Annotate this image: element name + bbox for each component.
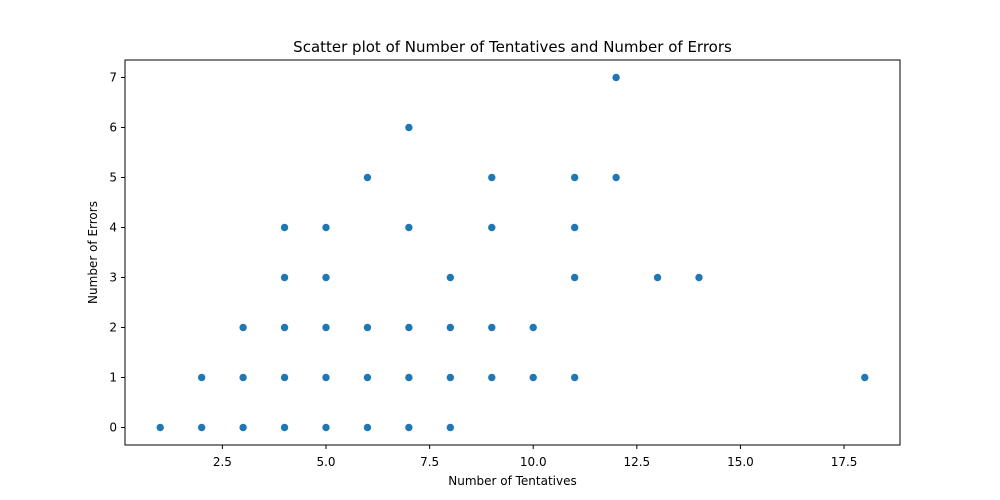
scatter-point — [487, 373, 497, 382]
scatter-point — [570, 273, 579, 282]
scatter-point — [363, 173, 372, 182]
scatter-point — [404, 373, 414, 382]
scatter-point — [446, 273, 455, 282]
chart-title: Scatter plot of Number of Tentatives and… — [293, 38, 732, 56]
scatter-point — [570, 373, 579, 382]
y-tick-label: 1 — [109, 371, 117, 385]
scatter-point — [155, 423, 165, 432]
scatter-point — [321, 323, 331, 332]
x-tick-label: 12.5 — [623, 455, 650, 469]
x-tick-label: 5.0 — [316, 455, 335, 469]
scatter-point — [238, 323, 248, 332]
scatter-point — [570, 173, 579, 182]
y-tick-label: 0 — [109, 421, 117, 435]
scatter-point — [404, 223, 414, 232]
scatter-point — [321, 223, 331, 232]
y-tick-label: 3 — [109, 271, 117, 285]
scatter-point — [280, 323, 289, 332]
scatter-point — [487, 223, 497, 232]
y-axis-label: Number of Errors — [86, 201, 100, 304]
scatter-point — [860, 373, 870, 382]
scatter-point — [611, 73, 621, 82]
x-tick-label: 2.5 — [213, 455, 232, 469]
scatter-point — [487, 173, 497, 182]
plot-area-frame — [124, 59, 901, 446]
scatter-point — [363, 323, 372, 332]
scatter-point — [197, 373, 206, 382]
y-tick-label: 2 — [109, 321, 117, 335]
scatter-point — [197, 423, 206, 432]
x-axis-label: Number of Tentatives — [448, 474, 577, 488]
data-points — [155, 73, 870, 432]
scatter-point — [611, 173, 621, 182]
scatter-point — [528, 323, 538, 332]
scatter-point — [321, 373, 331, 382]
y-axis-ticks: 0 1 2 3 4 5 6 7 — [109, 71, 125, 435]
x-tick-label: 10.0 — [520, 455, 547, 469]
scatter-point — [363, 373, 372, 382]
scatter-point — [280, 373, 289, 382]
y-tick-label: 6 — [109, 121, 117, 135]
scatter-point — [446, 373, 455, 382]
y-tick-label: 4 — [109, 221, 117, 235]
scatter-point — [404, 123, 414, 132]
scatter-point — [653, 273, 662, 282]
scatter-point — [446, 323, 455, 332]
scatter-point — [570, 223, 579, 232]
y-tick-label: 7 — [109, 71, 117, 85]
scatter-point — [280, 423, 289, 432]
scatter-point — [404, 423, 414, 432]
scatter-point — [363, 423, 372, 432]
x-tick-label: 17.5 — [831, 455, 858, 469]
x-tick-label: 7.5 — [420, 455, 439, 469]
scatter-point — [446, 423, 455, 432]
scatter-point — [321, 273, 331, 282]
scatter-point — [238, 423, 248, 432]
scatter-point — [694, 273, 704, 282]
scatter-point — [238, 373, 248, 382]
scatter-point — [280, 223, 289, 232]
scatter-point — [280, 273, 289, 282]
scatter-point — [404, 323, 414, 332]
scatter-point — [528, 373, 538, 382]
x-tick-label: 15.0 — [727, 455, 754, 469]
y-tick-label: 5 — [109, 171, 117, 185]
scatter-point — [487, 323, 497, 332]
x-axis-ticks: 2.5 5.0 7.5 10.0 12.5 15.0 17.5 — [213, 445, 858, 469]
scatter-point — [321, 423, 331, 432]
